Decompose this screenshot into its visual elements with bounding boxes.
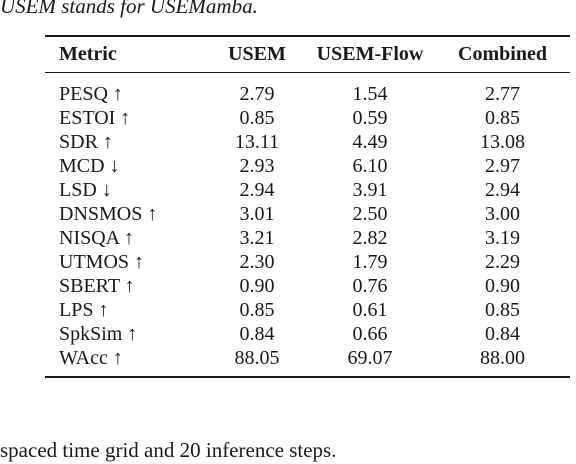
cell-metric: SBERT ↑ [59,275,135,297]
cell-usem: 2.93 [239,155,275,177]
table-row: PESQ ↑ 2.79 1.54 2.77 [45,73,570,106]
cell-combined: 2.29 [485,251,520,273]
cell-combined: 0.85 [485,107,520,129]
table-row: SBERT ↑ 0.90 0.76 0.90 [45,274,570,298]
cell-usem: 88.05 [234,347,280,369]
table-row: SpkSim ↑ 0.84 0.66 0.84 [45,322,570,346]
cell-usem: 2.79 [239,83,275,105]
cell-metric: PESQ ↑ [59,83,123,105]
table-caption: USEM stands for USEMamba. [0,0,258,18]
cell-usem-flow: 2.50 [352,203,388,225]
cell-metric: DNSMOS ↑ [59,203,158,225]
cell-combined: 2.77 [485,83,520,105]
footer-text: spaced time grid and 20 inference steps. [0,438,337,462]
header-row: Metric USEM USEM-Flow Combined [45,37,570,72]
cell-metric: SDR ↑ [59,131,113,153]
cell-metric: SpkSim ↑ [59,323,138,345]
cell-usem-flow: 1.79 [352,251,388,273]
cell-usem-flow: 4.49 [352,131,388,153]
cell-usem-flow: 2.82 [352,227,388,249]
cell-combined: 2.94 [485,179,520,201]
cell-metric: ESTOI ↑ [59,107,131,129]
cell-combined: 3.00 [485,203,520,225]
bottom-rule [45,376,570,378]
cell-usem: 0.84 [239,323,275,345]
cell-metric: WAcc ↑ [59,347,123,369]
cell-combined: 2.97 [485,155,520,177]
cell-usem-flow: 0.59 [352,107,388,129]
cell-combined: 3.19 [485,227,520,249]
cell-metric: LSD ↓ [59,179,112,201]
cell-usem-flow: 3.91 [352,179,388,201]
cell-usem: 2.94 [239,179,275,201]
table-row: LSD ↓ 2.94 3.91 2.94 [45,178,570,202]
cell-usem: 13.11 [234,131,280,153]
cell-usem: 0.85 [239,107,275,129]
results-table: Metric USEM USEM-Flow Combined PESQ ↑ 2.7… [45,35,570,378]
table-row: MCD ↓ 2.93 6.10 2.97 [45,154,570,178]
cell-usem: 0.85 [239,299,275,321]
cell-usem-flow: 0.76 [352,275,388,297]
cell-combined: 13.08 [480,131,525,153]
header-combined: Combined [458,43,547,65]
header-usem-flow: USEM-Flow [316,43,424,65]
cell-metric: NISQA ↑ [59,227,135,249]
table-row: LPS ↑ 0.85 0.61 0.85 [45,298,570,322]
table-row: UTMOS ↑ 2.30 1.79 2.29 [45,250,570,274]
cell-usem: 0.90 [239,275,275,297]
cell-usem-flow: 0.61 [352,299,388,321]
cell-combined: 0.85 [485,299,520,321]
cell-metric: MCD ↓ [59,155,120,177]
table-row: ESTOI ↑ 0.85 0.59 0.85 [45,106,570,130]
cell-combined: 0.90 [485,275,520,297]
cell-combined: 88.00 [480,347,525,369]
cell-usem-flow: 0.66 [352,323,388,345]
table-row: WAcc ↑ 88.05 69.07 88.00 [45,346,570,376]
table-body: PESQ ↑ 2.79 1.54 2.77 ESTOI ↑ 0.85 0.59 0.85 SDR… [45,73,570,376]
cell-usem-flow: 69.07 [347,347,393,369]
cell-combined: 0.84 [485,323,520,345]
cell-metric: UTMOS ↑ [59,251,145,273]
cell-usem: 2.30 [239,251,275,273]
cell-usem: 3.01 [239,203,275,225]
table-row: NISQA ↑ 3.21 2.82 3.19 [45,226,570,250]
mid-rule [45,72,570,73]
table-row: DNSMOS ↑ 3.01 2.50 3.00 [45,202,570,226]
top-rule [45,35,570,37]
header-usem: USEM [228,43,286,65]
cell-metric: LPS ↑ [59,299,109,321]
header-metric: Metric [59,43,117,65]
cell-usem: 3.21 [239,227,275,249]
cell-usem-flow: 6.10 [352,155,388,177]
cell-usem-flow: 1.54 [352,83,388,105]
table-row: SDR ↑ 13.11 4.49 13.08 [45,130,570,154]
